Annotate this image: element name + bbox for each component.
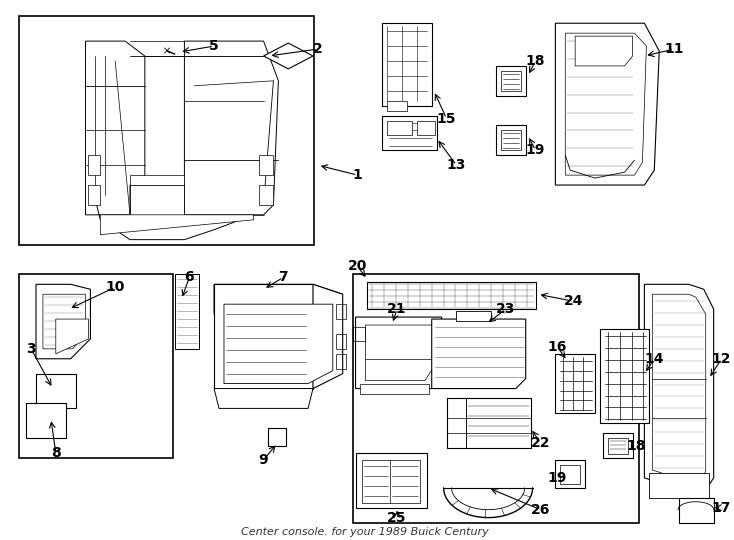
Text: 6: 6 xyxy=(184,271,195,285)
Text: 24: 24 xyxy=(564,294,583,308)
Text: 13: 13 xyxy=(447,158,466,172)
Text: 19: 19 xyxy=(526,143,545,157)
Text: 25: 25 xyxy=(388,511,407,524)
Bar xyxy=(19,16,314,245)
Polygon shape xyxy=(382,116,437,150)
Polygon shape xyxy=(85,41,145,215)
Polygon shape xyxy=(432,319,526,389)
Polygon shape xyxy=(650,473,709,498)
Text: 14: 14 xyxy=(644,352,664,366)
Text: 18: 18 xyxy=(526,54,545,68)
Text: 12: 12 xyxy=(712,352,731,366)
Polygon shape xyxy=(600,329,650,423)
Polygon shape xyxy=(556,23,659,185)
Text: 3: 3 xyxy=(26,342,36,356)
Polygon shape xyxy=(575,36,633,66)
Polygon shape xyxy=(360,383,429,394)
Polygon shape xyxy=(501,131,520,150)
Text: 11: 11 xyxy=(664,42,684,56)
Text: 15: 15 xyxy=(437,112,457,125)
Polygon shape xyxy=(368,282,536,309)
Polygon shape xyxy=(36,285,90,359)
Polygon shape xyxy=(313,285,343,389)
Text: 8: 8 xyxy=(51,446,61,460)
Polygon shape xyxy=(269,428,286,446)
Polygon shape xyxy=(388,120,412,136)
Text: 9: 9 xyxy=(258,453,269,467)
Polygon shape xyxy=(26,403,65,438)
Polygon shape xyxy=(130,185,184,215)
Polygon shape xyxy=(388,100,407,111)
Text: 23: 23 xyxy=(496,302,515,316)
Polygon shape xyxy=(224,304,333,383)
Bar xyxy=(352,274,639,523)
Text: 7: 7 xyxy=(278,271,288,285)
Text: 19: 19 xyxy=(548,471,567,485)
Text: 5: 5 xyxy=(209,39,219,53)
Polygon shape xyxy=(258,156,274,175)
Polygon shape xyxy=(264,43,313,69)
Polygon shape xyxy=(214,389,313,408)
Text: 17: 17 xyxy=(712,501,731,515)
Polygon shape xyxy=(184,41,278,215)
Polygon shape xyxy=(556,460,585,488)
Polygon shape xyxy=(214,285,343,314)
Polygon shape xyxy=(603,433,633,458)
Polygon shape xyxy=(446,399,531,448)
Polygon shape xyxy=(355,453,426,508)
Text: 26: 26 xyxy=(531,503,550,517)
Polygon shape xyxy=(496,66,526,96)
Polygon shape xyxy=(457,311,491,321)
Polygon shape xyxy=(130,175,184,185)
Text: 21: 21 xyxy=(388,302,407,316)
Text: 22: 22 xyxy=(531,436,550,450)
Bar xyxy=(19,274,172,458)
Polygon shape xyxy=(175,274,199,349)
Polygon shape xyxy=(36,374,76,408)
Polygon shape xyxy=(556,354,595,414)
Polygon shape xyxy=(501,71,520,91)
Polygon shape xyxy=(214,285,313,389)
Polygon shape xyxy=(417,120,435,136)
Polygon shape xyxy=(56,319,88,354)
Polygon shape xyxy=(88,185,101,205)
Polygon shape xyxy=(88,156,101,175)
Polygon shape xyxy=(644,285,713,493)
Polygon shape xyxy=(679,498,713,523)
Polygon shape xyxy=(382,23,432,106)
Text: 10: 10 xyxy=(106,280,125,294)
Polygon shape xyxy=(366,325,433,381)
Text: 20: 20 xyxy=(348,259,367,273)
Polygon shape xyxy=(355,317,442,389)
Text: 1: 1 xyxy=(352,168,363,182)
Polygon shape xyxy=(258,185,274,205)
Text: 18: 18 xyxy=(627,439,646,453)
Text: 2: 2 xyxy=(313,42,323,56)
Polygon shape xyxy=(496,125,526,156)
Text: Center console. for your 1989 Buick Century: Center console. for your 1989 Buick Cent… xyxy=(241,528,488,537)
Polygon shape xyxy=(101,215,254,235)
Text: 16: 16 xyxy=(548,340,567,354)
